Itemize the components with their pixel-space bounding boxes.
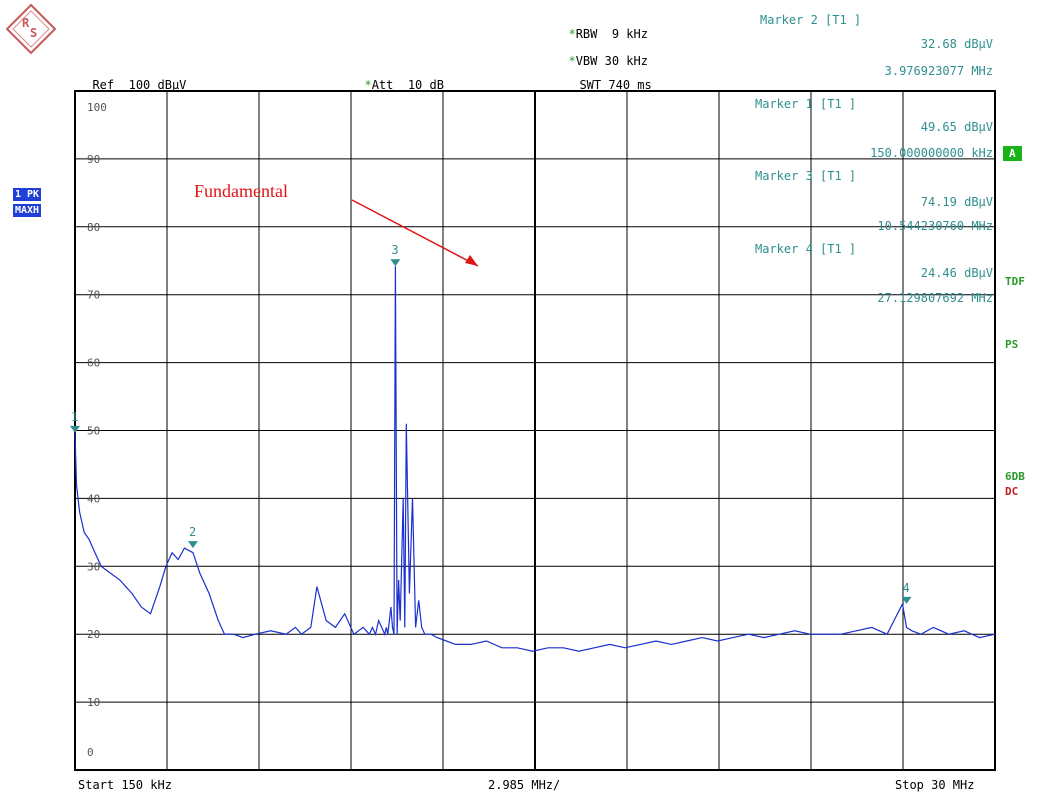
spectrum-trace — [74, 266, 996, 652]
marker-2-freq: 3.976923077 MHz — [884, 64, 993, 78]
marker-triangle — [70, 425, 80, 433]
marker-4-freq: 27.129807692 MHz — [877, 291, 993, 305]
a-indicator: A — [1003, 146, 1022, 161]
y-tick-label: 60 — [87, 357, 100, 370]
vbw-readout: *VBW 30 kHz — [568, 54, 648, 68]
marker-3-freq: 10.544230760 MHz — [877, 219, 993, 233]
marker-number: 1 — [71, 410, 78, 424]
y-tick-label: 50 — [87, 425, 100, 438]
annotation-arrow — [351, 199, 479, 267]
stop-frequency: Stop 30 MHz — [895, 778, 975, 792]
mode-badge: MAXH — [13, 204, 42, 217]
marker-2-level: 32.68 dBµV — [920, 37, 993, 51]
marker-triangle — [901, 596, 912, 604]
svg-text:S: S — [30, 26, 37, 40]
marker-number: 4 — [903, 581, 910, 595]
tdf-indicator: TDF — [1005, 275, 1025, 288]
start-frequency: Start 150 kHz — [78, 778, 172, 792]
sweep-time-readout: SWT 740 ms — [579, 78, 652, 92]
y-tick-label: 40 — [87, 492, 100, 505]
annotation-arrowhead — [465, 255, 478, 266]
y-tick-label: 90 — [87, 153, 100, 166]
rohde-schwarz-logo: R S — [5, 3, 57, 55]
y-tick-label: 10 — [87, 696, 100, 709]
y-tick-label: 80 — [87, 221, 100, 234]
marker-triangle — [187, 541, 198, 549]
marker-3-level: 74.19 dBµV — [920, 195, 993, 209]
marker-2-title: Marker 2 [T1 ] — [760, 13, 862, 27]
marker-number: 3 — [391, 243, 398, 257]
marker-1-freq: 150.000000000 kHz — [870, 146, 993, 160]
rbw-readout: *RBW 9 kHz — [568, 27, 648, 41]
marker-1-level: 49.65 dBµV — [920, 120, 993, 134]
6db-indicator: 6DB — [1005, 470, 1025, 483]
marker-1-title: Marker 1 [T1 ] — [755, 97, 857, 111]
y-tick-label: 0 — [87, 746, 94, 759]
fundamental-annotation: Fundamental — [194, 181, 288, 201]
marker-number: 2 — [189, 525, 196, 539]
marker-4-level: 24.46 dBµV — [920, 266, 993, 280]
y-tick-label: 100 — [87, 101, 107, 114]
trace-badge: 1 PK — [13, 188, 42, 201]
attenuation-readout: *Att 10 dB — [364, 78, 444, 92]
y-tick-label: 20 — [87, 628, 100, 641]
marker-triangle — [390, 259, 401, 267]
marker-4-title: Marker 4 [T1 ] — [755, 242, 857, 256]
ps-indicator: PS — [1005, 338, 1019, 351]
svg-text:R: R — [22, 16, 30, 30]
y-tick-label: 30 — [87, 560, 100, 573]
dc-indicator: DC — [1005, 485, 1019, 498]
frequency-per-division: 2.985 MHz/ — [488, 778, 561, 792]
marker-3-title: Marker 3 [T1 ] — [755, 169, 857, 183]
ref-level-readout: Ref 100 dBµV — [92, 78, 187, 92]
y-tick-label: 70 — [87, 289, 100, 302]
